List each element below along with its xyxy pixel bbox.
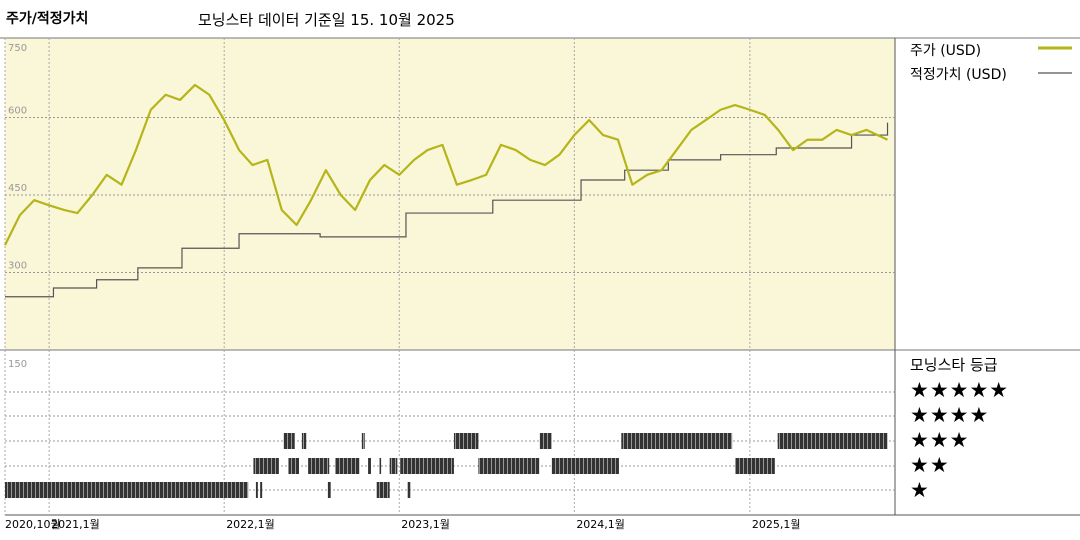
rating-bar-3-star	[283, 433, 295, 449]
y-tick-label: 750	[8, 43, 27, 54]
rating-bar-2-star	[253, 458, 279, 474]
rating-y-tick-label: 150	[8, 359, 27, 370]
rating-bar-3-star	[301, 433, 307, 449]
rating-bar-2-star	[308, 458, 330, 474]
chart-title: 주가/적정가치	[6, 11, 89, 27]
y-tick-label: 450	[8, 183, 27, 194]
rating-legend-title: 모닝스타 등급	[910, 356, 998, 374]
rating-bar-3-star	[777, 433, 888, 449]
rating-row-1: ★	[910, 478, 930, 502]
x-tick-label: 2024,1월	[576, 518, 625, 531]
y-tick-label: 300	[8, 261, 27, 272]
rating-bar-2-star	[389, 458, 398, 474]
x-tick-label: 2025,1월	[752, 518, 801, 531]
x-tick-label: 2022,1월	[226, 518, 275, 531]
rating-bar-2-star	[478, 458, 540, 474]
rating-bar-1-star	[327, 482, 331, 498]
x-tick-label: 2020,10월	[5, 518, 61, 531]
rating-bar-2-star	[735, 458, 775, 474]
rating-bar-2-star	[334, 458, 360, 474]
rating-bar-1-star	[260, 482, 263, 498]
fair-value-line	[5, 122, 889, 298]
chart-subtitle: 모닝스타 데이터 기준일 15. 10월 2025	[198, 11, 455, 29]
y-tick-label: 600	[8, 106, 27, 117]
legend-price: 주가 (USD)	[910, 43, 982, 59]
rating-row-2: ★★	[910, 453, 950, 477]
x-tick-label: 2021,1월	[51, 518, 100, 531]
rating-bar-1-star	[5, 482, 249, 498]
rating-bar-3-star	[621, 433, 733, 449]
rating-row-5: ★★★★★	[910, 378, 1010, 402]
rating-bar-2-star	[288, 458, 300, 474]
rating-bar-1-star	[376, 482, 390, 498]
rating-bar-1-star	[407, 482, 411, 498]
rating-bar-2-star	[368, 458, 371, 474]
rating-bar-2-star	[400, 458, 454, 474]
rating-bar-1-star	[255, 482, 258, 498]
rating-bar-2-star	[551, 458, 619, 474]
rating-row-3: ★★★	[910, 428, 970, 452]
rating-bar-3-star	[453, 433, 479, 449]
legend-fair-value: 적정가치 (USD)	[910, 67, 1007, 83]
rating-bar-3-star	[539, 433, 552, 449]
x-tick-label: 2023,1월	[401, 518, 450, 531]
rating-bar-3-star	[361, 433, 365, 449]
rating-bar-2-star	[379, 458, 382, 474]
rating-row-4: ★★★★	[910, 403, 990, 427]
plot-background	[5, 38, 895, 350]
